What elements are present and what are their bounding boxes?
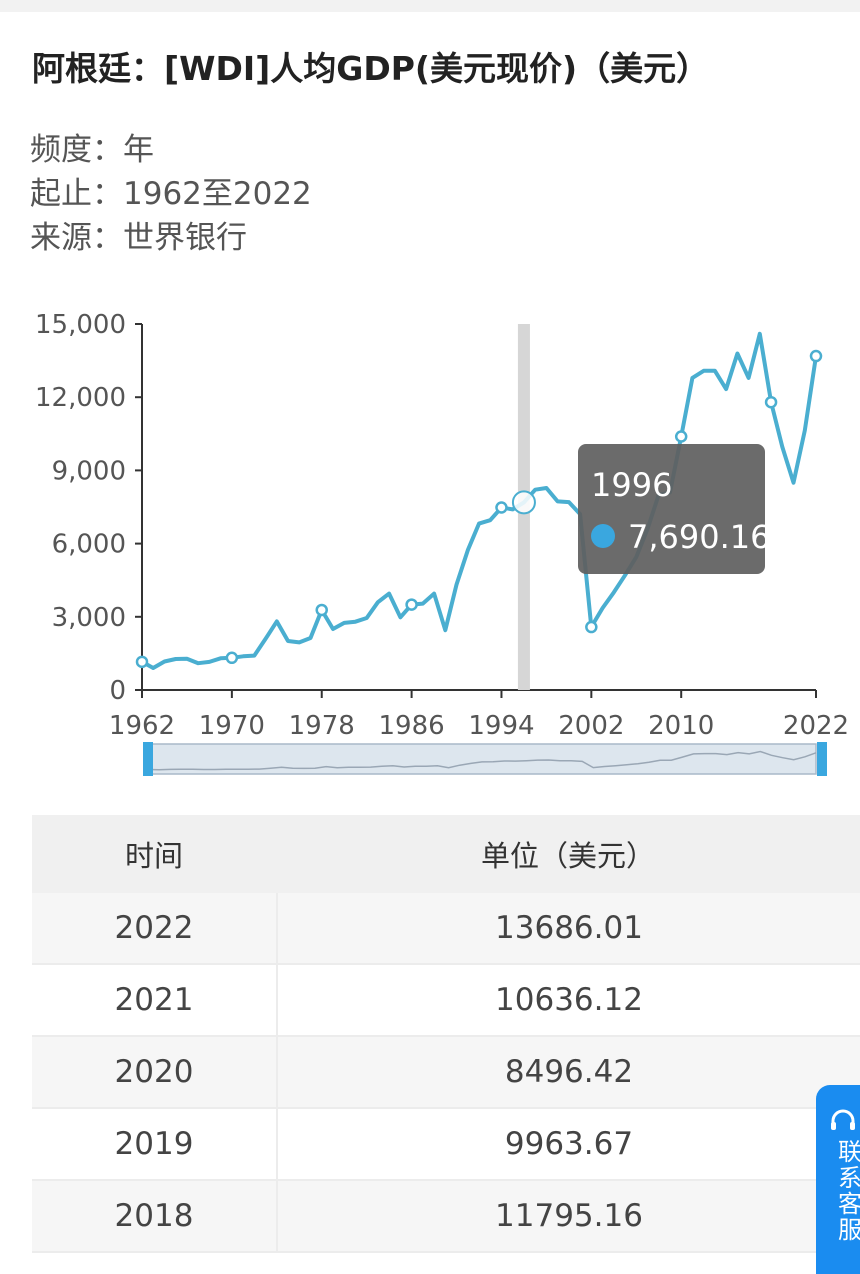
customer-service-label: 联系客服 (838, 1138, 860, 1244)
gdp-line-chart[interactable]: 0 3,000 6,000 9,000 12,000 15,000 1962 1970 1978… (0, 300, 860, 790)
table-header: 时间 单位（美元） (32, 815, 860, 893)
y-tick-label: 0 (109, 676, 126, 706)
frequency-row: 频度：年 (30, 124, 154, 169)
customer-service-button[interactable]: 联系客服 (816, 1085, 860, 1274)
y-tick-label: 12,000 (35, 383, 126, 413)
x-tick-label: 1994 (468, 711, 534, 741)
range-value: 1962至2022 (123, 176, 312, 212)
cell-value: 11795.16 (495, 1198, 643, 1234)
header-unit: 单位（美元） (480, 839, 655, 873)
tooltip-series-dot (591, 524, 615, 548)
range-row: 起止：1962至2022 (30, 168, 312, 213)
range-slider-left-handle[interactable] (143, 742, 153, 776)
cell-value: 13686.01 (495, 910, 643, 946)
x-tick-label: 2002 (558, 711, 624, 741)
x-tick-label: 2022 (783, 711, 849, 741)
y-tick-label: 3,000 (52, 603, 126, 633)
cell-year: 2019 (32, 1109, 278, 1179)
data-point-marker (809, 349, 823, 363)
data-point-marker (225, 651, 239, 665)
source-row: 来源：世界银行 (30, 212, 247, 257)
tooltip-year: 1996 (591, 466, 672, 504)
y-tick-label: 6,000 (52, 530, 126, 560)
tooltip-box (578, 444, 765, 574)
data-table: 时间 单位（美元） 2022 13686.01 2021 10636.12 20… (32, 815, 860, 1253)
data-point-marker (764, 395, 778, 409)
table-row: 2021 10636.12 (32, 965, 860, 1037)
data-point-marker (135, 655, 149, 669)
x-tick-label: 1986 (379, 711, 445, 741)
frequency-label: 频度： (30, 132, 123, 168)
data-point-marker (315, 603, 328, 617)
range-slider-right-handle[interactable] (817, 742, 827, 776)
x-tick-label: 1962 (109, 711, 175, 741)
headset-icon (831, 1109, 855, 1130)
cell-value: 8496.42 (504, 1054, 634, 1090)
table-row: 2020 8496.42 (32, 1037, 860, 1109)
range-slider-preview (147, 750, 817, 771)
top-bar (0, 0, 860, 12)
cell-year: 2022 (32, 893, 278, 963)
series-line (141, 331, 818, 670)
x-tick-label: 2010 (648, 711, 714, 741)
cell-value: 10636.12 (495, 982, 643, 1018)
cell-year: 2021 (32, 965, 278, 1035)
data-point-marker (585, 620, 598, 634)
y-tick-label: 15,000 (35, 310, 126, 340)
cell-value: 9963.67 (504, 1126, 634, 1162)
y-tick-label: 9,000 (52, 456, 126, 486)
header-time: 时间 (124, 839, 183, 873)
table-body: 2022 13686.01 2021 10636.12 2020 8496.42… (32, 893, 860, 1253)
data-point-marker (674, 430, 688, 443)
highlighted-point (511, 490, 536, 515)
range-label: 起止： (30, 176, 123, 212)
x-tick-label: 1978 (289, 711, 355, 741)
page-title: 阿根廷：[WDI]人均GDP(美元现价)（美元） (32, 49, 710, 88)
table-row: 2019 9963.67 (32, 1109, 860, 1181)
source-label: 来源： (30, 220, 123, 256)
frequency-value: 年 (123, 132, 154, 168)
cell-year: 2020 (32, 1037, 278, 1107)
table-row: 2022 13686.01 (32, 893, 860, 965)
table-row: 2018 11795.16 (32, 1181, 860, 1253)
x-tick-label: 1970 (199, 711, 265, 741)
tooltip-value: 7,690.16 (628, 518, 771, 556)
data-point-marker (405, 598, 418, 611)
data-point-marker (495, 501, 508, 514)
cell-year: 2018 (32, 1181, 278, 1251)
source-value: 世界银行 (123, 220, 247, 256)
